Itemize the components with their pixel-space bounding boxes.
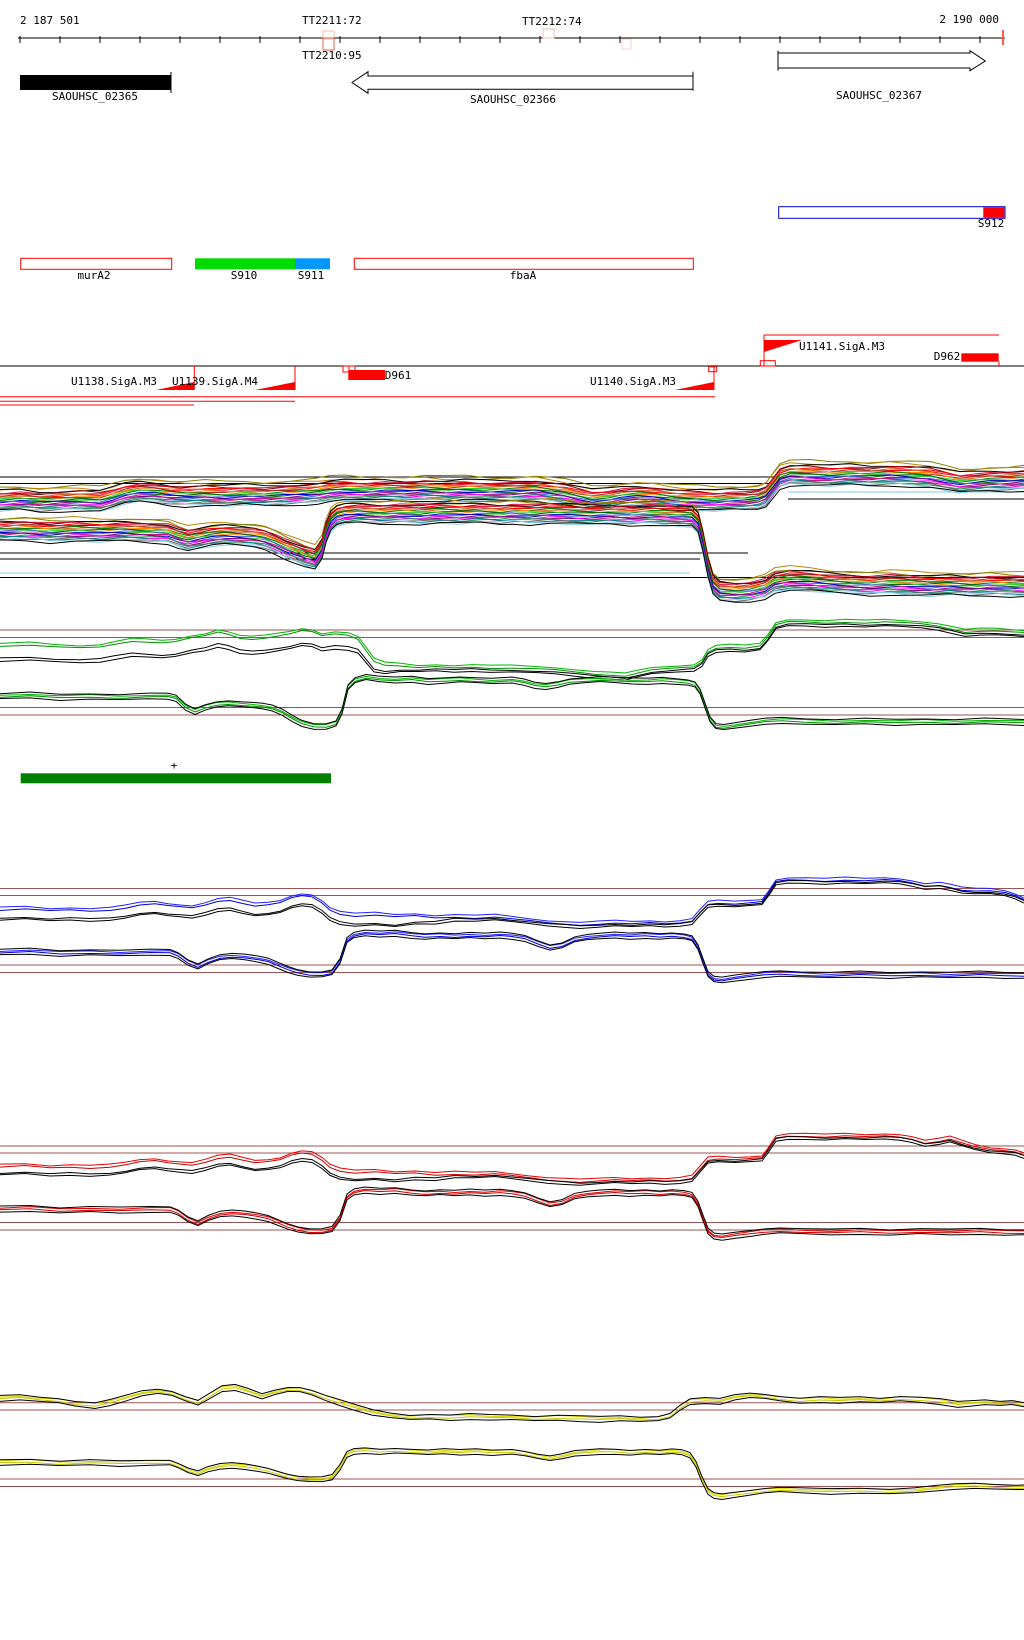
feature-s912[interactable] — [778, 206, 1006, 219]
coverage-blue-line-3 — [0, 929, 1024, 978]
coverage-yellow-line-1 — [0, 1452, 1024, 1501]
feature-mura2[interactable] — [20, 257, 173, 270]
terminator-d961[interactable] — [348, 370, 385, 380]
coverage-red-line-2 — [0, 1135, 1024, 1184]
feature-s912-red-end[interactable] — [983, 207, 1005, 218]
overlay-all-samples-line-17 — [0, 516, 1024, 599]
overlay-all-samples-line-20 — [0, 519, 1024, 601]
tss-u1140-ramp[interactable] — [675, 382, 714, 390]
coverage-red-line-3 — [0, 1186, 1024, 1235]
terminator-d962[interactable] — [961, 353, 999, 362]
coverage-green-line-0 — [0, 677, 1024, 729]
coverage-red-line-0 — [0, 1189, 1024, 1239]
coverage-green-line-2 — [0, 675, 1024, 727]
plus-strand-bar[interactable] — [20, 773, 331, 784]
gene-saouhsc-02365[interactable] — [20, 75, 171, 90]
overlay-all-samples-line-1 — [0, 500, 1024, 581]
coverage-green-line-3 — [0, 673, 1024, 726]
coverage-blue-line-3 — [0, 882, 1024, 930]
overlay-all-samples-line-9 — [0, 470, 1024, 502]
coverage-green-line-2 — [0, 623, 1024, 679]
coverage-blue-line-0 — [0, 878, 1024, 926]
tss-u1141-ramp[interactable] — [764, 340, 802, 352]
coverage-blue-line-2 — [0, 879, 1024, 927]
coverage-blue-line-1 — [0, 935, 1024, 984]
overlay-all-samples-line-21 — [0, 521, 1024, 603]
overlay-all-samples-line-19 — [0, 518, 1024, 603]
overlay-all-samples-line-4 — [0, 504, 1024, 585]
overlay-all-samples-line-20 — [0, 481, 1024, 512]
tss-u1139-ramp[interactable] — [255, 382, 295, 390]
overlay-all-samples-line-15 — [0, 514, 1024, 596]
coverage-red-line-2 — [0, 1187, 1024, 1237]
gene-saouhsc-02367-arrow[interactable] — [777, 49, 987, 72]
coverage-blue-line-0 — [0, 932, 1024, 982]
coverage-yellow-line-2 — [0, 1389, 1024, 1423]
tss-u1140-box[interactable] — [708, 366, 718, 373]
coverage-yellow-line-0 — [0, 1450, 1024, 1498]
coverage-green-line-1 — [0, 618, 1024, 674]
coverage-yellow-line-2 — [0, 1448, 1024, 1496]
tss-u1138-ramp[interactable] — [156, 382, 195, 390]
coverage-green-line-0 — [0, 620, 1024, 677]
overlay-all-samples-line-8 — [0, 507, 1024, 592]
ruler-marker-tt2211[interactable] — [322, 30, 335, 40]
coverage-red-line-0 — [0, 1135, 1024, 1183]
overlay-all-samples-line-17 — [0, 479, 1024, 510]
coverage-green-line-1 — [0, 678, 1024, 731]
feature-s911[interactable] — [295, 258, 330, 270]
ruler-marker-tt2210[interactable] — [322, 37, 335, 51]
coverage-red-line-1 — [0, 1132, 1024, 1180]
coverage-blue-line-1 — [0, 876, 1024, 923]
coverage-yellow-line-0 — [0, 1387, 1024, 1421]
terminator-d961-box1[interactable] — [342, 365, 350, 373]
feature-fbaa[interactable] — [353, 257, 694, 270]
coverage-green-line-3 — [0, 625, 1024, 681]
coverage-red-line-1 — [0, 1192, 1024, 1241]
feature-s910[interactable] — [195, 258, 295, 270]
overlay-all-samples-line-6 — [0, 468, 1024, 498]
ruler-marker-small[interactable] — [621, 38, 632, 50]
coverage-yellow-line-3 — [0, 1383, 1024, 1418]
ruler-marker-tt2212[interactable] — [542, 28, 555, 39]
coverage-blue-line-2 — [0, 931, 1024, 981]
tss-u1141-box[interactable] — [759, 360, 776, 367]
overlay-all-samples-line-12 — [0, 512, 1024, 592]
coverage-red-line-3 — [0, 1138, 1024, 1186]
overlay-all-samples-line-6 — [0, 505, 1024, 588]
coverage-yellow-line-3 — [0, 1447, 1024, 1495]
gene-saouhsc-02366-arrow[interactable] — [351, 70, 694, 95]
overlay-all-samples-line-0 — [0, 497, 1024, 581]
